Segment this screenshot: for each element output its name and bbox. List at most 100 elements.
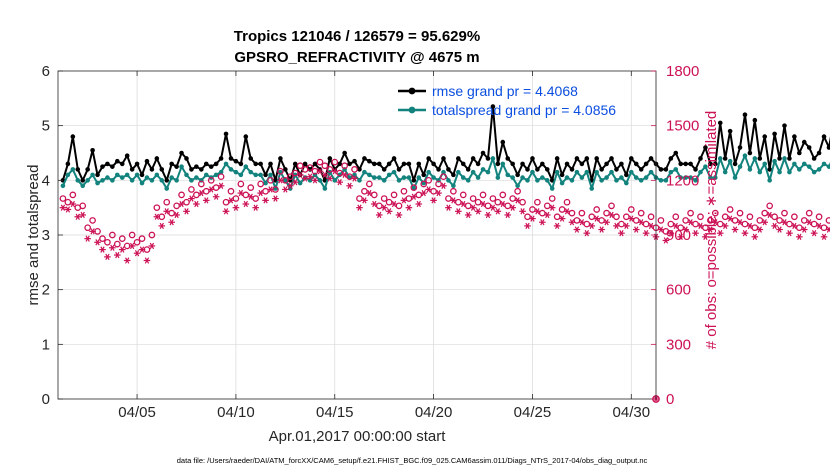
totalspread-point bbox=[381, 178, 387, 183]
obs-possible-marker bbox=[178, 191, 185, 199]
obs-assimilated-marker bbox=[212, 193, 220, 200]
totalspread-point bbox=[90, 172, 95, 178]
star-stroke bbox=[589, 222, 594, 230]
obs-possible-marker bbox=[237, 180, 245, 188]
totalspread-point bbox=[258, 172, 263, 178]
rmse-point bbox=[811, 156, 817, 161]
totalspread-point bbox=[194, 175, 199, 180]
rmse-point bbox=[283, 167, 288, 172]
obs-possible-marker bbox=[153, 204, 161, 212]
rmse-point bbox=[90, 147, 95, 153]
obs-possible-marker bbox=[672, 213, 680, 221]
totalspread-point bbox=[757, 169, 763, 175]
obs-possible-marker bbox=[721, 213, 729, 221]
rmse-point bbox=[470, 156, 476, 161]
rmse-point bbox=[416, 161, 422, 167]
obs-assimilated-marker bbox=[272, 195, 279, 202]
rmse-point bbox=[628, 156, 634, 161]
totalspread-point bbox=[174, 178, 179, 183]
star-stroke bbox=[619, 230, 624, 237]
star-stroke bbox=[263, 197, 268, 204]
star-stroke bbox=[85, 235, 90, 242]
obs-assimilated-marker bbox=[163, 208, 171, 215]
obs-assimilated-marker bbox=[356, 204, 363, 211]
obs-possible-marker bbox=[687, 209, 694, 217]
y-tick-label-right: 1200 bbox=[666, 172, 699, 189]
obs-assimilated-marker bbox=[815, 222, 823, 230]
obs-possible-marker bbox=[519, 198, 526, 206]
obs-possible-marker bbox=[113, 240, 121, 248]
totalspread-point bbox=[115, 172, 120, 178]
star-stroke bbox=[347, 182, 352, 189]
star-stroke bbox=[312, 177, 318, 184]
star-stroke bbox=[189, 195, 194, 202]
obs-assimilated-marker bbox=[366, 189, 373, 197]
rmse-point bbox=[668, 156, 674, 161]
rmse-point bbox=[134, 161, 140, 167]
totalspread-point bbox=[144, 175, 150, 180]
obs-possible-marker bbox=[425, 176, 433, 184]
obs-assimilated-marker bbox=[207, 186, 215, 193]
obs-possible-marker bbox=[64, 198, 72, 206]
star-stroke bbox=[480, 200, 486, 208]
totalspread-point bbox=[70, 167, 76, 172]
rmse-point bbox=[169, 161, 174, 167]
obs-possible-marker bbox=[504, 202, 512, 210]
rmse-point bbox=[426, 156, 431, 161]
obs-possible-marker bbox=[820, 224, 828, 232]
totalspread-point bbox=[396, 178, 402, 183]
y-tick-label-left: 4 bbox=[42, 172, 50, 189]
totalspread-point bbox=[510, 175, 515, 180]
star-stroke bbox=[604, 219, 609, 226]
obs-possible-marker bbox=[128, 231, 136, 239]
obs-possible-marker bbox=[242, 191, 250, 199]
obs-possible-marker bbox=[227, 187, 235, 195]
obs-possible-marker bbox=[499, 191, 507, 199]
star-stroke bbox=[802, 226, 807, 233]
totalspread-point bbox=[772, 158, 777, 164]
totalspread-point bbox=[599, 178, 604, 183]
obs-assimilated-marker bbox=[810, 230, 818, 237]
obs-possible-marker bbox=[222, 198, 230, 206]
obs-possible-marker bbox=[514, 187, 521, 195]
star-stroke bbox=[624, 222, 629, 230]
totalspread-point bbox=[164, 186, 170, 191]
obs-assimilated-marker bbox=[286, 182, 294, 189]
obs-assimilated-marker bbox=[687, 219, 694, 226]
rmse-point bbox=[544, 167, 550, 172]
totalspread-point bbox=[811, 169, 817, 175]
totalspread-point bbox=[248, 169, 254, 175]
obs-assimilated-marker bbox=[509, 204, 516, 211]
totalspread-point bbox=[154, 172, 160, 178]
obs-possible-marker bbox=[361, 187, 368, 195]
rmse-point bbox=[797, 150, 802, 156]
obs-possible-marker bbox=[217, 173, 225, 181]
rmse-point bbox=[218, 156, 224, 161]
totalspread-point bbox=[322, 186, 328, 191]
obs-assimilated-marker bbox=[662, 237, 670, 244]
star-stroke bbox=[564, 208, 570, 215]
obs-assimilated-marker bbox=[123, 257, 131, 264]
totalspread-point bbox=[119, 175, 125, 180]
star-stroke bbox=[70, 200, 75, 208]
star-stroke bbox=[401, 197, 407, 204]
rmse-point bbox=[124, 153, 130, 159]
totalspread-point bbox=[554, 169, 560, 175]
totalspread-point bbox=[485, 169, 491, 175]
totalspread-point bbox=[426, 169, 431, 175]
rmse-point bbox=[816, 150, 822, 156]
obs-possible-marker bbox=[469, 195, 477, 202]
rmse-point bbox=[515, 172, 520, 178]
obs-possible-marker bbox=[746, 213, 754, 221]
grid-lines bbox=[58, 71, 656, 399]
totalspread-point bbox=[663, 178, 669, 183]
star-stroke bbox=[100, 246, 105, 253]
obs-assimilated-marker bbox=[390, 200, 398, 208]
star-stroke bbox=[787, 230, 792, 237]
totalspread-point bbox=[579, 175, 585, 180]
star-stroke bbox=[643, 230, 649, 237]
rmse-point bbox=[480, 150, 486, 156]
totalspread-point bbox=[762, 161, 768, 167]
rmse-point bbox=[540, 161, 545, 167]
obs-possible-marker bbox=[613, 213, 620, 221]
